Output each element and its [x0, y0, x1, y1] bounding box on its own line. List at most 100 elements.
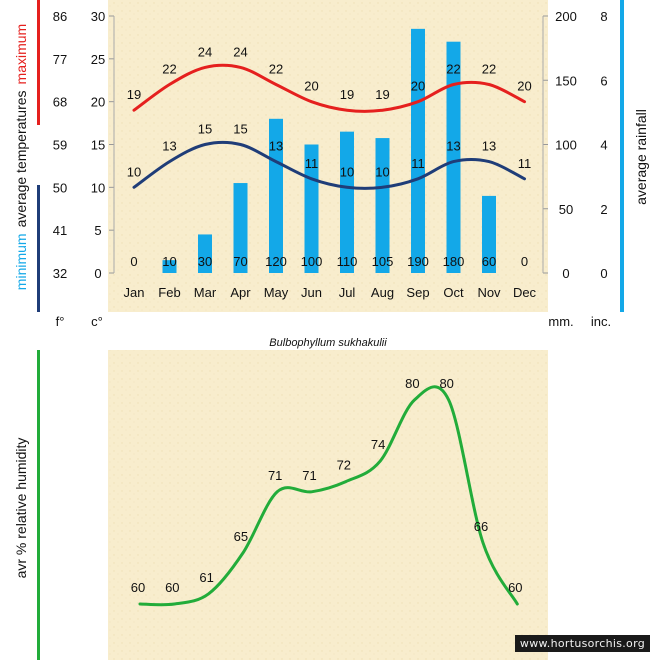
chart-text-marks: 0510152025303241505968778605010015020002…	[53, 9, 608, 595]
humidity-data-label: 80	[439, 376, 453, 391]
rainfall-bar-oct	[446, 41, 461, 274]
chart-title: Bulbophyllum sukhakulii	[269, 337, 387, 349]
rainfall-bar-apr	[233, 183, 248, 273]
month-label-feb: Feb	[158, 285, 180, 300]
maximum-data-label: 22	[482, 62, 496, 77]
fahrenheit-tick-label: 50	[53, 180, 67, 195]
celsius-tick-label: 15	[91, 138, 105, 153]
maximum-side-bar	[37, 0, 40, 125]
minimum-temperature-line	[132, 140, 526, 190]
celsius-tick-label: 20	[91, 95, 105, 110]
maximum-word: maximum	[13, 24, 29, 85]
minimum-data-label: 13	[446, 139, 460, 154]
month-label-aug: Aug	[371, 285, 394, 300]
month-label-mar: Mar	[194, 285, 217, 300]
humidity-line	[138, 385, 519, 607]
humidity-data-label: 65	[234, 529, 248, 544]
month-label-nov: Nov	[477, 285, 501, 300]
mm-unit-label: mm.	[548, 314, 573, 329]
average-temperatures-text: average temperatures	[13, 90, 29, 227]
rainfall-data-label: 120	[265, 254, 287, 269]
rainfall-data-label: 10	[162, 254, 176, 269]
maximum-data-label: 20	[411, 79, 425, 94]
maximum-data-label: 20	[517, 79, 531, 94]
temperature-side-label: minimum average temperatures maximum	[13, 24, 29, 290]
humidity-data-label: 60	[165, 580, 179, 595]
rainfall-bar-mar	[198, 234, 212, 273]
fahrenheit-unit-label: f°	[56, 314, 65, 329]
rainfall-data-label: 0	[521, 254, 528, 269]
maximum-data-label: 22	[162, 62, 176, 77]
humidity-data-label: 71	[268, 468, 282, 483]
watermark: www.hortusorchis.org	[514, 635, 650, 652]
celsius-tick-label: 25	[91, 52, 105, 67]
month-label-oct: Oct	[443, 285, 464, 300]
month-label-dec: Dec	[513, 285, 537, 300]
fahrenheit-tick-label: 32	[53, 266, 67, 281]
rainfall-bar-aug	[375, 138, 390, 273]
fahrenheit-tick-label: 59	[53, 138, 67, 153]
rainfall-bar-jul	[340, 131, 354, 273]
humidity-data-label: 71	[302, 468, 316, 483]
inches-unit-label: inc.	[591, 314, 611, 329]
minimum-data-label: 13	[269, 139, 283, 154]
humidity-curve	[138, 385, 519, 607]
rainfall-side-bar	[620, 0, 624, 312]
mm-tick-label: 100	[555, 138, 577, 153]
celsius-tick-label: 0	[94, 266, 101, 281]
minimum-data-label: 10	[127, 164, 141, 179]
minimum-data-label: 10	[340, 164, 354, 179]
rainfall-bar-may	[269, 118, 283, 273]
rainfall-bar-sep	[411, 28, 425, 273]
humidity-data-label: 66	[474, 519, 488, 534]
celsius-tick-label: 5	[94, 223, 101, 238]
rainfall-bar-feb	[162, 260, 177, 273]
mm-tick-label: 50	[559, 202, 573, 217]
inches-tick-label: 6	[600, 73, 607, 88]
rainfall-data-label: 70	[233, 254, 247, 269]
celsius-unit-label: c°	[91, 314, 103, 329]
minimum-data-label: 15	[233, 122, 247, 137]
humidity-side-bar	[37, 350, 40, 660]
month-label-sep: Sep	[406, 285, 429, 300]
celsius-tick-label: 10	[91, 180, 105, 195]
minimum-word: minimum	[13, 233, 29, 290]
minimum-data-label: 13	[162, 139, 176, 154]
humidity-data-label: 74	[371, 437, 385, 452]
maximum-data-label: 20	[304, 79, 318, 94]
maximum-temperature-line	[132, 63, 526, 113]
month-label-may: May	[264, 285, 289, 300]
fahrenheit-tick-label: 77	[53, 52, 67, 67]
humidity-data-label: 60	[131, 580, 145, 595]
rainfall-data-label: 190	[407, 254, 429, 269]
rainfall-data-label: 60	[482, 254, 496, 269]
rainfall-data-label: 30	[198, 254, 212, 269]
maximum-data-label: 19	[127, 87, 141, 102]
humidity-data-label: 80	[405, 376, 419, 391]
temperature-lines	[132, 63, 526, 190]
month-label-jul: Jul	[339, 285, 356, 300]
fahrenheit-tick-label: 41	[53, 223, 67, 238]
fahrenheit-tick-label: 86	[53, 9, 67, 24]
rainfall-side-label: average rainfall	[633, 109, 649, 205]
rainfall-data-label: 110	[337, 254, 358, 269]
maximum-data-label: 24	[198, 44, 212, 59]
fahrenheit-tick-label: 68	[53, 95, 67, 110]
maximum-data-label: 22	[446, 62, 460, 77]
minimum-data-label: 11	[305, 156, 319, 171]
month-label-apr: Apr	[230, 285, 251, 300]
rainfall-data-label: 180	[443, 254, 465, 269]
month-label-jun: Jun	[301, 285, 322, 300]
humidity-axis-label: avr % relative humidity	[13, 438, 29, 579]
rainfall-data-label: 0	[130, 254, 137, 269]
minimum-data-label: 13	[482, 139, 496, 154]
minimum-data-label: 15	[198, 122, 212, 137]
minimum-side-bar	[37, 185, 40, 312]
inches-tick-label: 0	[600, 266, 607, 281]
inches-tick-label: 2	[600, 202, 607, 217]
maximum-data-label: 19	[375, 87, 389, 102]
maximum-data-label: 24	[233, 44, 247, 59]
minimum-data-label: 10	[375, 164, 389, 179]
humidity-data-label: 60	[508, 580, 522, 595]
